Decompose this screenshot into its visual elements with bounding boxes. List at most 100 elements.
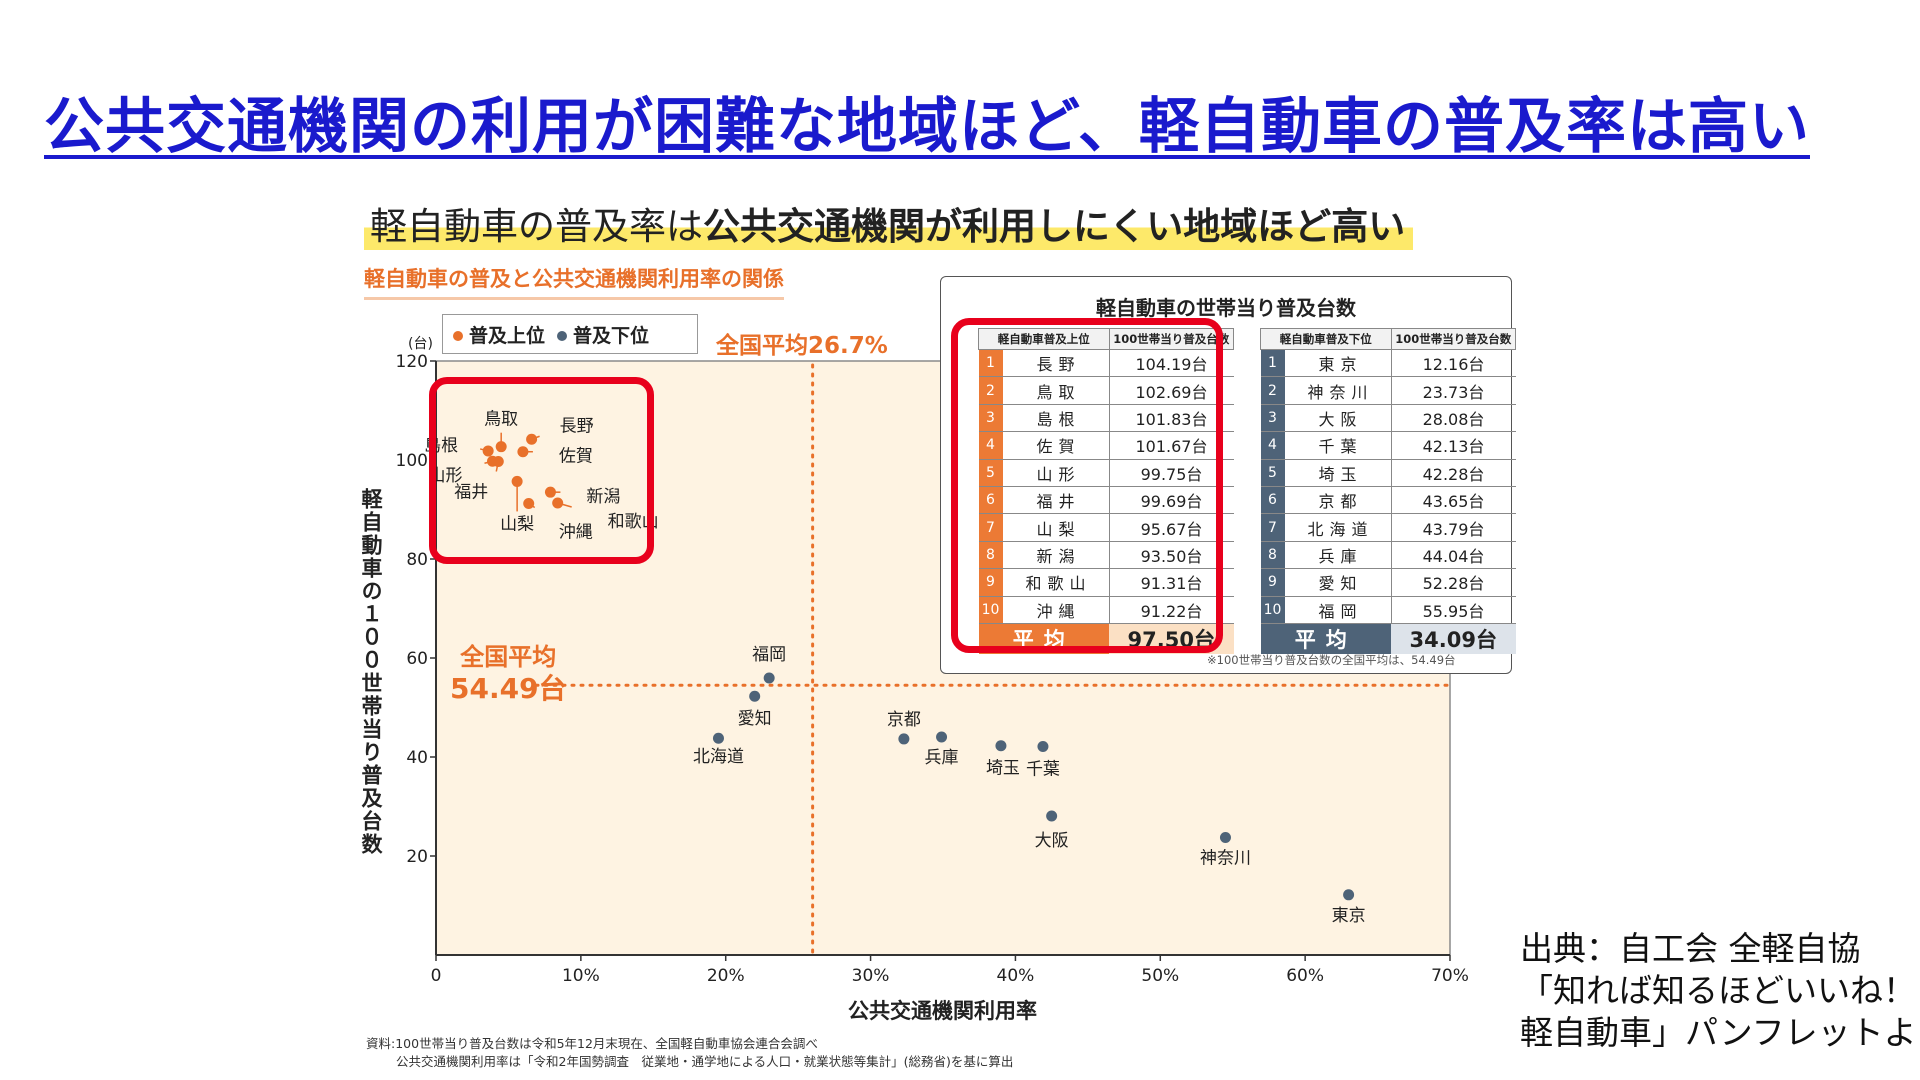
bottom-cell-pref: 愛知	[1284, 568, 1391, 597]
bottom-cell-value: 43.65台	[1390, 486, 1516, 515]
bottom-avg-row: 平均 34.09台	[1260, 623, 1516, 654]
data-point-bottom	[1037, 740, 1049, 752]
top-cell-value: 99.75台	[1108, 459, 1234, 487]
top-row: 2 鳥取 102.69台	[978, 376, 1234, 405]
top-cell-value: 95.67台	[1108, 513, 1234, 542]
top-cell-rank: 9	[978, 568, 1003, 597]
source-note-line1: 資料:100世帯当り普及台数は令和5年12月末現在、全国軽自動車協会連合会調べ	[366, 1036, 818, 1051]
legend-bottom: 普及下位	[557, 321, 649, 348]
data-label-bottom: 神奈川	[1200, 849, 1251, 869]
data-label-bottom: 北海道	[693, 747, 744, 767]
bottom-cell-value: 42.13台	[1390, 431, 1516, 460]
credit-line2: 「知れば知るほどいいね！	[1520, 971, 1916, 1011]
data-point-top	[511, 475, 523, 487]
bottom-cell-value: 44.04台	[1390, 541, 1516, 570]
bottom-cell-rank: 6	[1260, 486, 1285, 515]
national-avg-y-title: 全国平均	[460, 643, 557, 671]
top-row: 6 福井 99.69台	[978, 486, 1234, 515]
top-cell-pref: 山梨	[1002, 513, 1109, 542]
top-row: 4 佐賀 101.67台	[978, 431, 1234, 460]
bottom-cell-value: 12.16台	[1390, 349, 1516, 378]
data-label-bottom: 埼玉	[986, 759, 1020, 779]
bottom-cell-pref: 京都	[1284, 486, 1391, 515]
x-tick-label: 70%	[1431, 966, 1469, 986]
top-cell-rank: 2	[978, 376, 1003, 405]
subheading: 軽自動車の普及率は公共交通機関が利用しにくい地域ほど高い	[364, 196, 1414, 250]
bottom-cell-rank: 1	[1260, 349, 1285, 378]
bottom-avg-value: 34.09台	[1391, 623, 1516, 654]
top-ranking-table: 軽自動車普及上位 100世帯当り普及台数 1 長野 104.19台 2 鳥取 102.69台…	[978, 328, 1234, 654]
credit-line1: 出典：自工会 全軽自協	[1520, 929, 1861, 968]
data-point-top	[482, 445, 494, 457]
data-label-bottom: 東京	[1332, 906, 1366, 926]
top-cell-pref: 山形	[1002, 459, 1109, 487]
bottom-row: 5 埼玉 42.28台	[1260, 459, 1516, 487]
data-point-bottom	[763, 672, 775, 684]
bottom-cell-pref: 埼玉	[1284, 459, 1391, 487]
top-cell-pref: 和歌山	[1002, 568, 1109, 597]
bottom-cell-pref: 東京	[1284, 349, 1391, 378]
top-table-header-value: 100世帯当り普及台数	[1108, 328, 1234, 350]
bottom-cell-pref: 兵庫	[1284, 541, 1391, 570]
data-label-top: 山梨	[500, 514, 534, 534]
national-avg-y-label: 全国平均 54.49台	[450, 643, 567, 706]
top-row: 9 和歌山 91.31台	[978, 568, 1234, 597]
bottom-cell-value: 52.28台	[1390, 568, 1516, 597]
legend-dot-bottom	[557, 331, 568, 341]
top-cell-pref: 長野	[1002, 349, 1109, 378]
y-tick-label: 120	[396, 352, 428, 372]
source-note-line2: 公共交通機関利用率は「令和2年国勢調査 従業地・通学地による人口・就業状態等集計…	[396, 1054, 1014, 1070]
bottom-row: 8 兵庫 44.04台	[1260, 541, 1516, 570]
top-cell-value: 101.67台	[1108, 431, 1234, 460]
legend-bottom-label: 普及下位	[573, 324, 650, 347]
data-point-bottom	[749, 690, 761, 702]
data-label-bottom: 兵庫	[925, 748, 959, 768]
data-point-bottom	[936, 731, 948, 743]
national-avg-y-value: 54.49台	[450, 672, 567, 706]
source-note: 資料:100世帯当り普及台数は令和5年12月末現在、全国軽自動車協会連合会調べ …	[366, 1035, 1013, 1071]
bottom-table-header-pref: 軽自動車普及下位	[1260, 328, 1392, 350]
data-point-top	[517, 446, 529, 458]
bottom-row: 4 千葉 42.13台	[1260, 431, 1516, 460]
data-label-bottom: 大阪	[1035, 831, 1069, 851]
data-label-bottom: 福岡	[752, 645, 786, 665]
top-row: 10 沖縄 91.22台	[978, 596, 1234, 624]
data-label-bottom: 愛知	[738, 709, 772, 729]
top-cell-value: 93.50台	[1108, 541, 1234, 570]
chart-legend: 普及上位 普及下位	[442, 314, 698, 354]
top-row: 1 長野 104.19台	[978, 349, 1234, 378]
y-tick-label: 40	[406, 748, 428, 768]
top-row: 7 山梨 95.67台	[978, 513, 1234, 542]
legend-top: 普及上位	[453, 321, 545, 348]
bottom-cell-pref: 千葉	[1284, 431, 1391, 460]
bottom-cell-pref: 大阪	[1284, 404, 1391, 433]
top-cell-rank: 7	[978, 513, 1003, 542]
data-point-bottom	[712, 732, 724, 744]
bottom-row: 1 東京 12.16台	[1260, 349, 1516, 378]
bottom-cell-rank: 3	[1260, 404, 1285, 433]
data-point-bottom	[1046, 810, 1058, 822]
bottom-cell-value: 42.28台	[1390, 459, 1516, 487]
bottom-cell-rank: 2	[1260, 376, 1285, 405]
bottom-cell-rank: 5	[1260, 459, 1285, 487]
national-avg-x-label: 全国平均26.7%	[716, 333, 888, 359]
data-point-top	[526, 433, 538, 445]
bottom-avg-label: 平均	[1260, 623, 1391, 654]
x-tick-label: 40%	[997, 966, 1035, 986]
y-tick-label: 20	[406, 847, 428, 867]
x-tick-label: 30%	[852, 966, 890, 986]
top-cell-rank: 10	[978, 596, 1003, 624]
top-cell-rank: 8	[978, 541, 1003, 570]
bottom-table-header-value: 100世帯当り普及台数	[1390, 328, 1516, 350]
data-label-top: 山形	[428, 466, 462, 486]
bottom-cell-pref: 福岡	[1284, 596, 1391, 624]
bottom-cell-rank: 9	[1260, 568, 1285, 597]
data-label-top: 長野	[560, 416, 594, 436]
top-cell-pref: 鳥取	[1002, 376, 1109, 405]
ranking-panel-title: 軽自動車の世帯当り普及台数	[1096, 296, 1356, 320]
data-point-bottom	[898, 733, 910, 745]
data-label-bottom: 千葉	[1026, 759, 1060, 779]
bottom-row: 3 大阪 28.08台	[1260, 404, 1516, 433]
bottom-cell-rank: 8	[1260, 541, 1285, 570]
chart-caption: 軽自動車の普及と公共交通機関利用率の関係	[364, 263, 784, 300]
